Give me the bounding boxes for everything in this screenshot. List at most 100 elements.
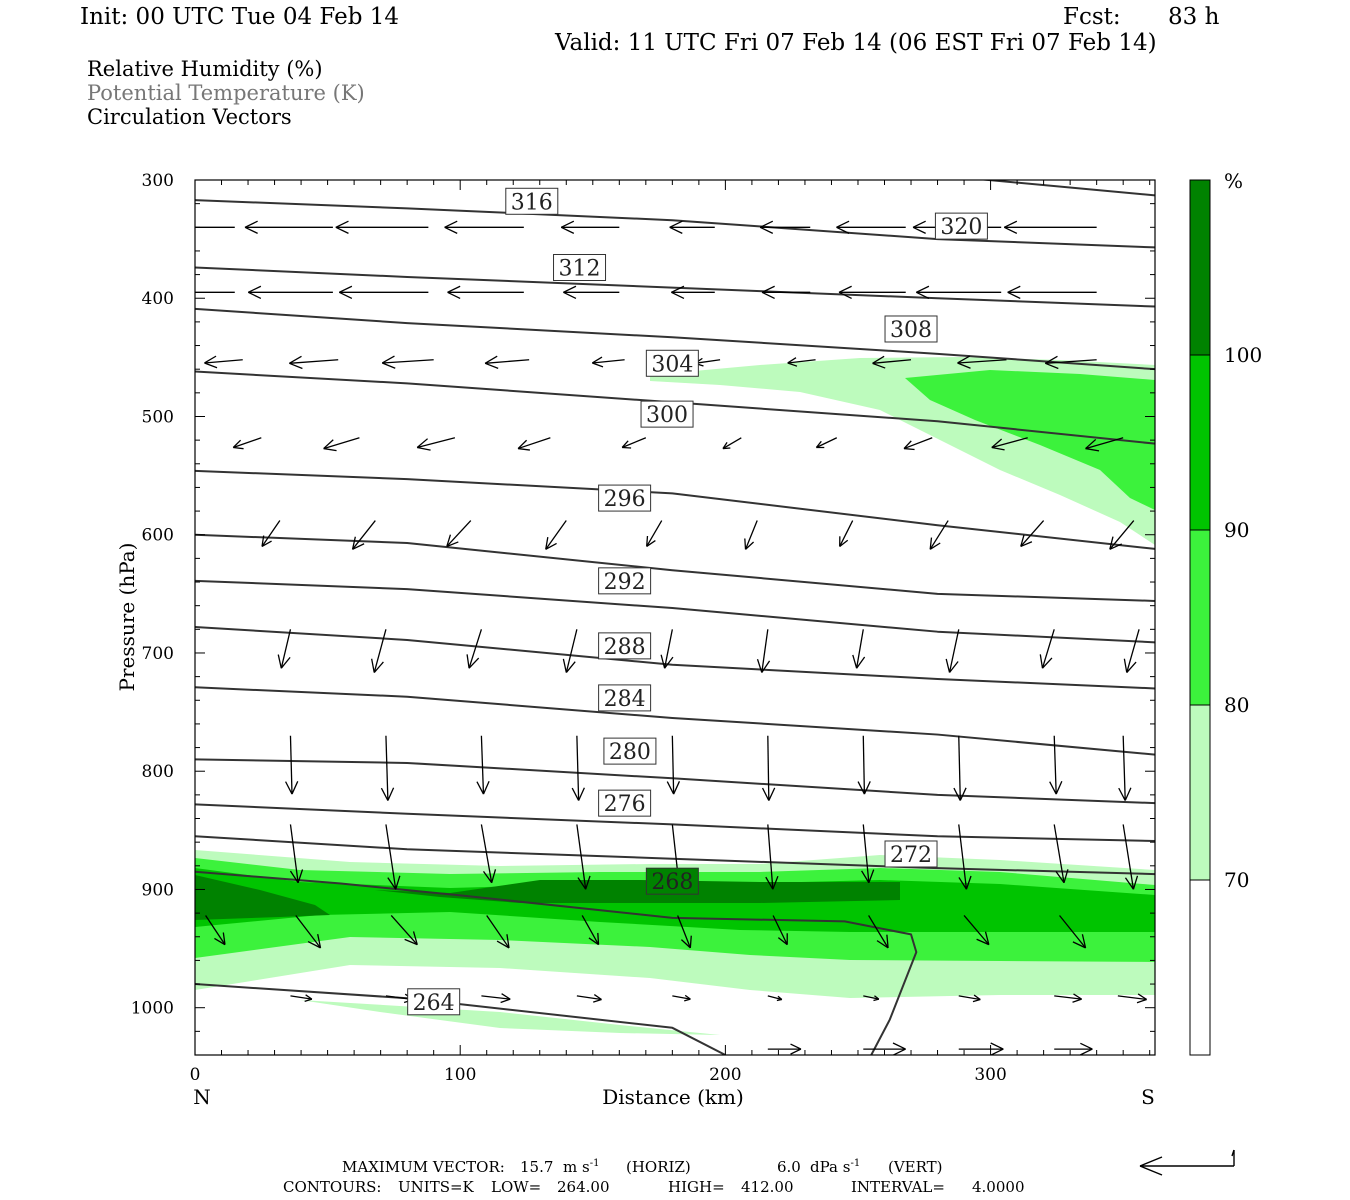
axes: 0 100 200 300 300 400 500 600 700 800 900 1000 bbox=[131, 171, 1155, 1085]
circulation-vector bbox=[1054, 1042, 1093, 1055]
max-vector-vert-value: 6.0 bbox=[777, 1158, 801, 1176]
circulation-vector bbox=[953, 735, 967, 801]
theta-contour-label: 268 bbox=[651, 870, 693, 895]
colorbar-segment-100 bbox=[1190, 180, 1210, 355]
contours-label: CONTOURS: bbox=[283, 1178, 382, 1196]
circulation-vector bbox=[576, 994, 602, 1003]
theta-contour-label: 308 bbox=[890, 318, 932, 343]
contours-low-value: 264.00 bbox=[557, 1178, 610, 1196]
contours-interval-label: INTERVAL= bbox=[851, 1178, 945, 1196]
theta-label-box bbox=[598, 789, 652, 817]
theta-contour-line bbox=[195, 625, 1155, 690]
rh100-lower-mid-region bbox=[375, 880, 900, 903]
circulation-vector bbox=[839, 520, 854, 547]
circulation-vector bbox=[444, 220, 524, 234]
theta-contour-line bbox=[195, 983, 726, 1055]
circulation-vector bbox=[836, 220, 906, 234]
circulation-vector bbox=[772, 915, 788, 946]
max-vector-vert-unit: dPa s-1 bbox=[810, 1158, 861, 1176]
y-tick-label: 300 bbox=[142, 171, 174, 191]
circulation-vector bbox=[863, 995, 880, 1002]
circulation-vector bbox=[852, 629, 866, 669]
reference-vector-icon bbox=[1139, 1149, 1235, 1176]
circulation-vector bbox=[1054, 993, 1082, 1003]
theta-label-box bbox=[640, 400, 694, 428]
theta-contour-line bbox=[195, 803, 1155, 842]
max-vector-horiz-value: 15.7 bbox=[520, 1158, 554, 1176]
circulation-vector bbox=[1049, 735, 1063, 795]
y-tick-label: 500 bbox=[142, 407, 174, 427]
circulation-vector bbox=[767, 1043, 802, 1055]
theta-label-box bbox=[598, 567, 652, 595]
circulation-vector bbox=[646, 520, 663, 547]
theta-contour-line bbox=[195, 835, 1155, 876]
theta-label-box bbox=[884, 840, 938, 868]
colorbar-segment-80 bbox=[1190, 530, 1210, 705]
colorbar-label-80: 80 bbox=[1224, 693, 1249, 717]
circulation-vector bbox=[351, 520, 376, 550]
y-tick-label: 400 bbox=[142, 289, 174, 309]
circulation-vector bbox=[1039, 629, 1055, 669]
y-tick-label: 700 bbox=[142, 644, 174, 664]
max-vector-horiz-tag: (HORIZ) bbox=[626, 1158, 691, 1176]
circulation-vector bbox=[195, 291, 235, 293]
circulation-vector bbox=[1059, 915, 1087, 949]
theta-contour-line bbox=[977, 180, 1155, 197]
theta-contour-line bbox=[195, 307, 1155, 371]
circulation-vector bbox=[963, 915, 990, 946]
circulation-vector bbox=[416, 437, 456, 451]
circulation-vector bbox=[669, 220, 715, 234]
x-tick-label: 100 bbox=[444, 1065, 476, 1085]
circulation-vector bbox=[666, 735, 681, 795]
circulation-vector bbox=[381, 355, 434, 369]
relative-humidity-fill bbox=[195, 357, 1155, 1035]
circulation-vector bbox=[815, 437, 838, 449]
theta-label-box bbox=[603, 737, 657, 765]
rh100-lower-left-region bbox=[195, 875, 330, 920]
circulation-vector bbox=[761, 285, 811, 300]
circulation-vector bbox=[277, 629, 292, 669]
x-tick-label: 300 bbox=[974, 1065, 1006, 1085]
theta-contour-label: 304 bbox=[651, 352, 693, 377]
theta-contour-line bbox=[195, 266, 1155, 308]
circulation-vector bbox=[744, 520, 758, 550]
circulation-vector bbox=[660, 629, 674, 669]
circulation-vector bbox=[671, 285, 715, 300]
theta-contour-label: 272 bbox=[890, 843, 932, 868]
contours-units: UNITS=K bbox=[398, 1178, 474, 1196]
circulation-vector bbox=[1122, 824, 1139, 890]
circulation-vector bbox=[563, 285, 620, 300]
theta-label-box bbox=[884, 315, 938, 343]
circulation-vector bbox=[481, 993, 511, 1004]
circulation-vector bbox=[476, 735, 490, 795]
theta-contour-label: 300 bbox=[646, 403, 688, 428]
circulation-vector bbox=[1020, 520, 1045, 548]
circulation-vector bbox=[991, 437, 1028, 451]
circulation-vector bbox=[385, 824, 401, 890]
circulation-vector bbox=[466, 629, 483, 669]
y-tick-label: 600 bbox=[142, 526, 174, 546]
circulation-vector bbox=[323, 437, 360, 452]
theta-contour-label: 312 bbox=[559, 257, 601, 282]
theta-contour-label: 276 bbox=[604, 792, 646, 817]
circulation-vector bbox=[446, 520, 472, 548]
colorbar-label-90: 90 bbox=[1224, 518, 1249, 542]
init-time: Init: 00 UTC Tue 04 Feb 14 bbox=[80, 4, 400, 30]
potential-temperature-contours bbox=[195, 180, 1155, 1055]
circulation-vector bbox=[447, 285, 524, 300]
circulation-vector bbox=[295, 915, 322, 949]
forecast-hour-label: Fcst: bbox=[1063, 4, 1121, 30]
x-tick-label: 0 bbox=[190, 1065, 201, 1085]
circulation-vector bbox=[722, 437, 742, 450]
circulation-vector bbox=[1117, 993, 1147, 1004]
circulation-vector bbox=[857, 735, 871, 795]
x-tick-label: 200 bbox=[709, 1065, 741, 1085]
circulation-vector bbox=[1044, 355, 1097, 370]
circulation-vector bbox=[486, 915, 510, 949]
colorbar-label-100: 100 bbox=[1224, 343, 1262, 367]
circulation-vector bbox=[517, 437, 551, 451]
circulation-vector bbox=[289, 355, 339, 370]
theta-contour-line bbox=[195, 870, 918, 1055]
y-axis-title: Pressure (hPa) bbox=[115, 543, 139, 692]
